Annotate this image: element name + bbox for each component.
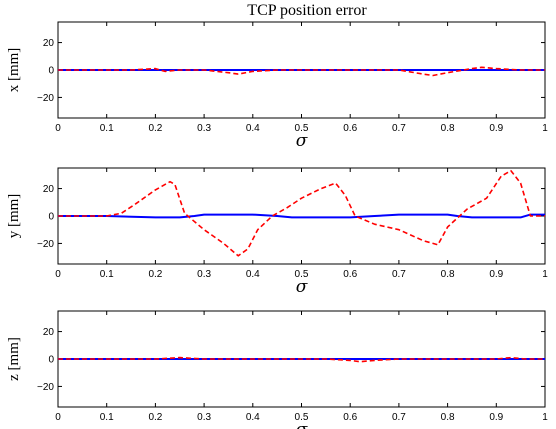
chart-panel-1: 0 0.1 0.2 0.3 0.4 0.5 0.6 0.7 0.8 0.9 1 20 0 −20 x [mm… [6,21,548,151]
x-tick-label: 1 [542,123,548,134]
series-line-red-dashed [58,169,545,257]
x-tick-label: 0.7 [392,412,406,423]
x-tick-label: 1 [542,269,548,280]
x-tick-label: 0.4 [246,269,260,280]
x-tick-label: 0 [55,123,61,134]
x-tick-label: 0.4 [246,412,260,423]
x-tick-label: 0.8 [441,412,455,423]
y-tick-label: −20 [37,382,54,393]
x-tick-label: 0.1 [100,412,114,423]
x-tick-label: 0.5 [295,269,309,280]
series-line-blue-solid [58,213,545,219]
y-tick-label: −20 [37,93,54,104]
x-tick-label: 0.9 [489,412,503,423]
x-tick-label: 0.1 [100,269,114,280]
y-axis-label: z [mm] [6,337,22,381]
x-tick-label: 0.2 [148,123,162,134]
x-tick-label: 0.2 [148,269,162,280]
y-tick-label: −20 [37,239,54,250]
y-tick-label: 0 [48,66,54,77]
chart-panel-2: 0 0.1 0.2 0.3 0.4 0.5 0.6 0.7 0.8 0.9 1 20 0 −20 y [mm… [6,167,548,297]
x-tick-label: 0.5 [295,123,309,134]
x-tick-label: 0.9 [489,269,503,280]
x-axis-label: σ [296,131,308,151]
y-tick-label: 20 [43,327,55,338]
x-tick-label: 0.2 [148,412,162,423]
x-tick-label: 0.3 [197,412,211,423]
x-tick-label: 0 [55,269,61,280]
x-axis-label: σ [296,420,308,429]
x-tick-label: 0.7 [392,123,406,134]
x-tick-label: 0.1 [100,123,114,134]
x-tick-label: 0.6 [343,412,357,423]
y-tick-label: 0 [48,212,54,223]
x-tick-label: 0.7 [392,269,406,280]
figure-title: TCP position error [247,2,367,19]
x-axis-label: σ [296,277,308,297]
x-tick-label: 0.4 [246,123,260,134]
chart-panel-3: 0 0.1 0.2 0.3 0.4 0.5 0.6 0.7 0.8 0.9 1 20 0 −20 z [mm… [6,310,548,429]
series-line-red-dashed [58,66,545,77]
y-axis-label: x [mm] [6,48,22,93]
series-line-red-dashed [58,356,545,363]
y-tick-label: 0 [48,355,54,366]
x-tick-label: 0.6 [343,123,357,134]
x-tick-label: 0.3 [197,269,211,280]
x-tick-label: 0 [55,412,61,423]
x-tick-label: 0.9 [489,123,503,134]
x-tick-label: 0.5 [295,412,309,423]
y-axis-label: y [mm] [6,194,22,239]
x-tick-label: 1 [542,412,548,423]
x-tick-label: 0.8 [441,269,455,280]
y-tick-label: 20 [43,184,55,195]
y-tick-label: 20 [43,38,55,49]
x-tick-label: 0.3 [197,123,211,134]
x-tick-label: 0.6 [343,269,357,280]
x-tick-label: 0.8 [441,123,455,134]
